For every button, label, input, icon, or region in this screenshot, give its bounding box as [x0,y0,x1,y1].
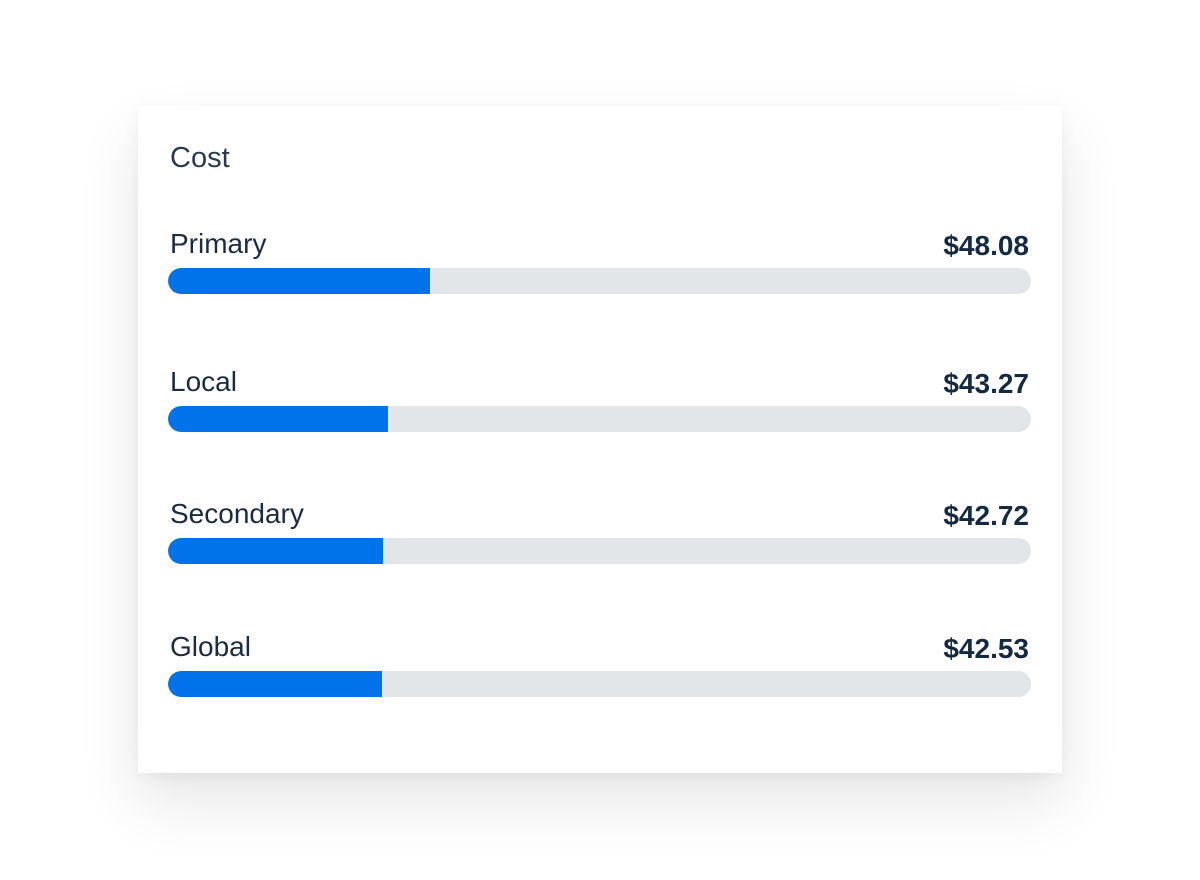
value-label: $48.08 [943,230,1029,261]
bar-track [168,268,1031,294]
card-title: Cost [170,142,230,174]
bar-fill [168,406,389,432]
row-label: Global [170,631,251,662]
bar-track [168,406,1031,432]
value-label: $43.27 [943,368,1029,399]
card: Cost Primary $48.08 Local $43.27 Secondary $4… [138,106,1062,773]
row-label: Local [170,366,237,397]
cost-row: Secondary $42.72 [168,498,1031,598]
cost-row: Primary $48.08 [168,228,1031,328]
bar-fill [168,268,431,294]
cost-row: Global $42.53 [168,631,1031,731]
value-label: $42.72 [943,500,1029,531]
value-label: $42.53 [943,633,1029,664]
bar-track [168,671,1031,697]
bar-fill [168,671,382,697]
row-label: Secondary [170,498,304,529]
cost-row: Local $43.27 [168,366,1031,466]
bar-fill [168,538,384,564]
row-label: Primary [170,228,267,259]
bar-track [168,538,1031,564]
